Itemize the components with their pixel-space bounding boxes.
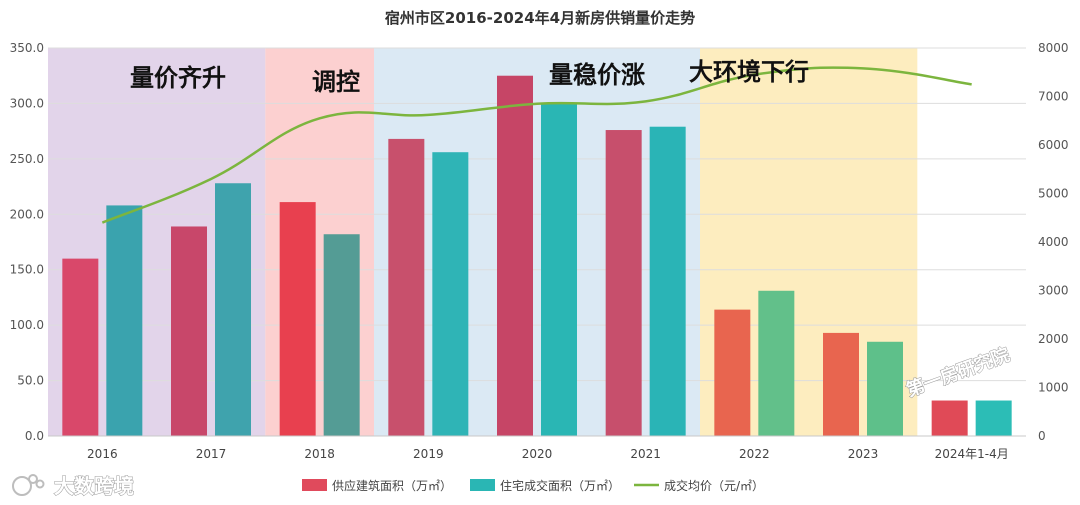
legend-label: 供应建筑面积（万㎡） xyxy=(332,478,452,493)
deal-bar-2022 xyxy=(758,290,795,436)
watermark-text: 大数跨境 xyxy=(54,474,134,498)
y-left-tick-label: 150.0 xyxy=(10,263,44,277)
deal-bar-2021 xyxy=(649,126,686,437)
x-tick-label: 2023 xyxy=(848,447,879,461)
phase-label-1: 调控 xyxy=(312,68,360,96)
x-tick-label: 2022 xyxy=(739,447,770,461)
legend-label: 住宅成交面积（万㎡） xyxy=(500,478,620,493)
y-left-tick-label: 250.0 xyxy=(10,152,44,166)
supply-bar-2022 xyxy=(714,309,751,436)
watermark-logo-icon xyxy=(12,474,45,496)
bars xyxy=(62,75,1012,437)
supply-bar-2017 xyxy=(171,226,207,436)
y-left-tick-label: 0.0 xyxy=(25,429,44,443)
y-right-tick-label: 7000 xyxy=(1038,90,1069,104)
supply-bar-2024年1-4月 xyxy=(931,400,968,436)
x-tick-label: 2017 xyxy=(196,447,227,461)
legend[interactable]: 供应建筑面积（万㎡） 住宅成交面积（万㎡） 成交均价（元/㎡） xyxy=(302,478,764,493)
x-tick-label: 2016 xyxy=(87,447,118,461)
supply-bar-2018 xyxy=(279,202,316,436)
x-tick-label: 2020 xyxy=(522,447,553,461)
phase-label-2: 量稳价涨 xyxy=(549,61,645,89)
y-left-tick-label: 350.0 xyxy=(10,41,44,55)
deal-bar-2018 xyxy=(323,234,360,436)
x-tick-label: 2024年1-4月 xyxy=(935,447,1009,461)
deal-bar-2023 xyxy=(867,341,903,436)
x-tick-label: 2019 xyxy=(413,447,444,461)
y-right-tick-label: 4000 xyxy=(1038,235,1069,249)
phase-background-2 xyxy=(374,48,700,436)
watermark-right: 第一房研究院 xyxy=(903,344,1012,402)
legend-swatch xyxy=(302,479,327,491)
y-right-tick-label: 2000 xyxy=(1038,332,1069,346)
supply-bar-2019 xyxy=(388,138,425,436)
watermark-bottom-left: 大数跨境 xyxy=(12,474,135,499)
supply-bar-2016 xyxy=(62,258,99,436)
legend-item-0[interactable]: 供应建筑面积（万㎡） xyxy=(302,478,452,493)
legend-item-1[interactable]: 住宅成交面积（万㎡） xyxy=(470,478,620,493)
deal-bar-2020 xyxy=(541,103,577,436)
phase-label-0: 量价齐升 xyxy=(130,64,226,92)
x-tick-label: 2021 xyxy=(630,447,661,461)
y-left-tick-label: 200.0 xyxy=(10,207,44,221)
chart-title: 宿州市区2016-2024年4月新房供销量价走势 xyxy=(385,9,695,27)
deal-bar-2016 xyxy=(106,205,143,436)
y-right-tick-label: 3000 xyxy=(1038,284,1069,298)
deal-bar-2024年1-4月 xyxy=(975,400,1012,436)
x-tick-label: 2018 xyxy=(304,447,335,461)
y-right-tick-label: 0 xyxy=(1038,429,1046,443)
phase-labels: 量价齐升 调控 量稳价涨 大环境下行 xyxy=(130,58,809,96)
supply-bar-2023 xyxy=(823,332,859,436)
deal-bar-2019 xyxy=(432,152,469,436)
supply-bar-2020 xyxy=(497,75,533,436)
y-right-tick-label: 5000 xyxy=(1038,187,1069,201)
phase-label-3: 大环境下行 xyxy=(689,58,809,86)
y-right-tick-label: 1000 xyxy=(1038,381,1069,395)
y-left-tick-label: 50.0 xyxy=(17,374,44,388)
y-left-tick-label: 100.0 xyxy=(10,318,44,332)
y-right-tick-label: 8000 xyxy=(1038,41,1069,55)
supply-bar-2021 xyxy=(605,130,642,436)
y-left-tick-label: 300.0 xyxy=(10,96,44,110)
deal-bar-2017 xyxy=(215,183,251,436)
y-right-tick-label: 6000 xyxy=(1038,138,1069,152)
price-line-path xyxy=(101,66,972,224)
legend-label: 成交均价（元/㎡） xyxy=(664,478,764,493)
axes: 0.0 50.0 100.0 150.0 200.0 250.0 300.0 350.0 0 10… xyxy=(10,41,1069,461)
legend-item-2[interactable]: 成交均价（元/㎡） xyxy=(634,478,764,493)
price-line xyxy=(101,66,972,224)
legend-swatch xyxy=(470,479,495,491)
